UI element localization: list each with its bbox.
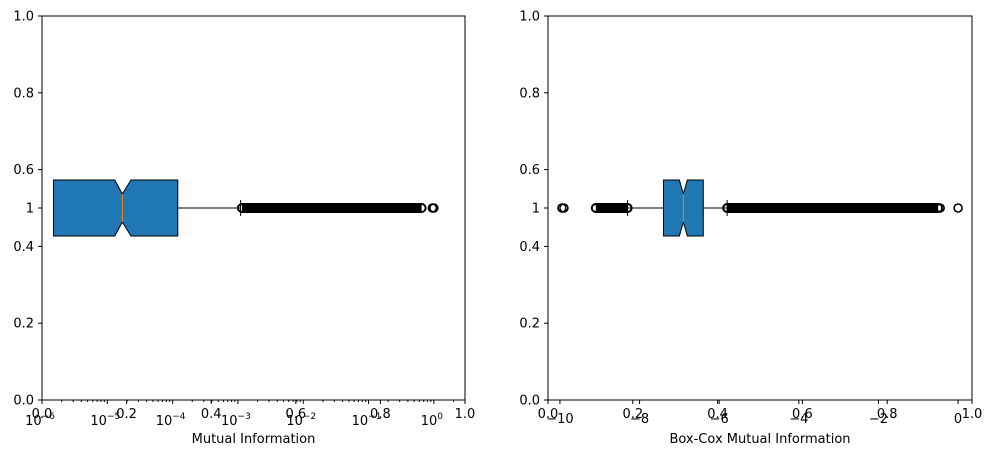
outlier-point [429, 203, 439, 213]
y-tick-label: 0.0 [13, 394, 34, 409]
y-tick-label: 0.8 [519, 86, 540, 101]
x-tick-label: −8 [630, 412, 649, 427]
outlier-band-high [722, 203, 944, 213]
x-axis-label: Mutual Information [192, 432, 316, 447]
left-boxplot-panel: 0.0 0.2 0.4 0.6 0.8 1.0 1 0.0 0.2 0.4 0.6 0.8 1.0 10−… [13, 10, 475, 448]
x-tick-label: 10−4 [156, 412, 186, 429]
x-overlay-tick-label: 0.4 [201, 407, 222, 422]
x-tick-label: 10−5 [90, 412, 120, 429]
x-tick-label: 10−3 [221, 412, 251, 429]
outlier-point [953, 203, 963, 213]
x-overlay-tick-label: 0.6 [792, 407, 813, 422]
outlier-point [935, 203, 945, 213]
y-tick-label: 0.2 [519, 317, 540, 332]
x-overlay-tick-label: 1.0 [455, 407, 476, 422]
y-tick-label: 0.8 [13, 86, 34, 101]
x-overlay-tick-label: 0.4 [707, 407, 728, 422]
x-tick-label: 100 [421, 412, 444, 429]
x-tick-label: −4 [789, 412, 808, 427]
y-tick-label: 0.0 [519, 394, 540, 409]
x-tick-label: 0 [954, 412, 962, 427]
x-tick-label: 10−2 [286, 412, 316, 429]
x-overlay-tick-label: 0.6 [285, 407, 306, 422]
x-overlay-tick-label: 0.2 [622, 407, 643, 422]
x-overlay-tick-label: 0.0 [538, 407, 559, 422]
y-tick-label: 0.6 [13, 163, 34, 178]
y-tick-label: 1.0 [519, 10, 540, 25]
outlier-point [559, 203, 569, 213]
y-tick-label: 0.4 [519, 240, 540, 255]
x-overlay-tick-label: 0.0 [32, 407, 53, 422]
y-category-label: 1 [532, 202, 540, 217]
x-tick-label: −10 [546, 412, 573, 427]
x-tick-label: −6 [710, 412, 729, 427]
x-tick-label: 10−6 [25, 412, 55, 429]
x-axis-label: Box-Cox Mutual Information [669, 432, 850, 447]
y-tick-label: 0.6 [519, 163, 540, 178]
notched-box [52, 179, 179, 237]
x-overlay-tick-label: 0.2 [116, 407, 137, 422]
x-overlay-tick-label: 1.0 [962, 407, 983, 422]
x-overlay-tick-label: 0.8 [877, 407, 898, 422]
x-tick-label: 10−1 [352, 412, 382, 429]
outlier-band-high [236, 203, 427, 213]
y-tick-label: 0.2 [13, 317, 34, 332]
x-tick-label: −2 [869, 412, 888, 427]
x-overlay-tick-label: 0.8 [370, 407, 391, 422]
y-tick-label: 0.4 [13, 240, 34, 255]
y-tick-label: 1.0 [13, 10, 34, 25]
y-category-label: 1 [26, 202, 34, 217]
right-boxplot-panel: 0.0 0.2 0.4 0.6 0.8 1.0 1 0.0 0.2 0.4 0.6 0.8 1.0 −10… [519, 10, 982, 448]
outlier-band-low [590, 203, 633, 213]
